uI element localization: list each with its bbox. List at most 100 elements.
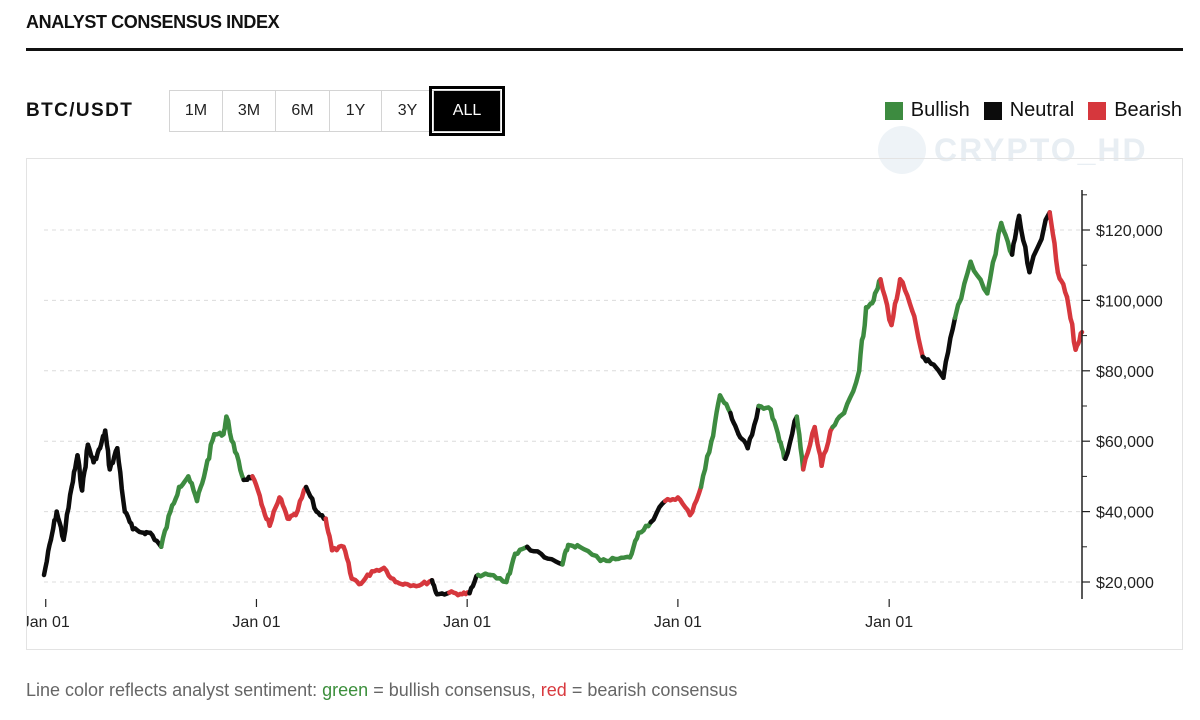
y-tick-label: $20,000 (1096, 575, 1154, 592)
price-segment-bearish (675, 495, 693, 518)
price-segment-bullish (830, 410, 847, 430)
price-segment-bearish (341, 544, 354, 581)
legend-label-bullish: Bullish (910, 99, 970, 121)
x-tick-label: Jan 01 (865, 614, 913, 631)
legend-item-neutral: Neutral (983, 99, 1075, 122)
y-tick-label: $60,000 (1096, 434, 1154, 451)
price-segment-bullish (224, 414, 238, 455)
footnote-green-word: green (322, 680, 369, 700)
telegram-icon (878, 126, 926, 174)
price-segment-bullish (709, 393, 723, 444)
price-segment-bearish (259, 502, 272, 528)
legend-item-bullish: Bullish (884, 99, 970, 122)
price-segment-bearish (812, 424, 824, 469)
price-segment-bullish (158, 509, 173, 550)
chart-footnote: Line color reflects analyst sentiment: g… (26, 680, 737, 701)
price-segment-bullish (194, 467, 208, 504)
price-segment-bullish (560, 542, 571, 567)
price-segment-bullish (698, 438, 714, 490)
header-divider (26, 48, 1183, 51)
price-segment-neutral (122, 509, 136, 532)
range-button-3m[interactable]: 3M (223, 91, 276, 131)
price-segment-bearish (878, 277, 894, 328)
y-tick-label: $100,000 (1096, 293, 1163, 310)
price-segment-neutral (467, 572, 481, 596)
x-tick-label: Jan 01 (654, 614, 702, 631)
price-segment-neutral (115, 445, 128, 514)
legend-label-bearish: Bearish (1114, 99, 1182, 121)
footnote-prefix: Line color reflects analyst sentiment: (26, 680, 323, 700)
range-button-1y[interactable]: 1Y (330, 91, 382, 131)
price-segment-bullish (985, 220, 1004, 296)
price-segment-bearish (358, 569, 375, 587)
price-segment-bearish (889, 277, 903, 328)
price-segment-bullish (613, 554, 633, 562)
y-tick-label: $80,000 (1096, 364, 1154, 381)
legend-label-neutral: Neutral (1009, 99, 1075, 121)
price-segment-bullish (856, 305, 869, 374)
price-segment-bearish (1064, 294, 1078, 352)
x-axis: Jan 01 Jan 01 Jan 01 Jan 01 Jan 01 (27, 599, 913, 631)
price-segment-bearish (910, 308, 925, 359)
price-segment-bearish (250, 474, 264, 507)
watermark-text: CRYPTO_HD (934, 131, 1148, 168)
price-segment-bullish (756, 403, 774, 412)
price-segment-neutral (648, 498, 668, 525)
range-button-3y[interactable]: 3Y (382, 91, 434, 131)
price-segment-neutral (91, 445, 103, 465)
y-axis: $20,000 $40,000 $60,000 $80,000 $100,000 $120… (1081, 190, 1163, 599)
price-segment-bearish (819, 424, 835, 469)
footnote-middle: = bullish consensus, (368, 680, 541, 700)
price-segment-bullish (952, 259, 973, 321)
price-segment-bullish (841, 368, 862, 416)
price-segment-bearish (402, 581, 422, 589)
price-segment-bearish (293, 484, 309, 518)
price-segment-bullish (168, 484, 182, 514)
price-segment-bearish (1047, 210, 1061, 275)
price-segment-bullish (768, 407, 782, 444)
range-button-all[interactable]: ALL (429, 86, 505, 136)
price-segment-neutral (48, 509, 59, 543)
price-segment-bullish (232, 449, 246, 483)
range-button-6m[interactable]: 6M (276, 91, 330, 131)
price-segment-bearish (267, 495, 282, 528)
price-segment-neutral (783, 414, 800, 462)
range-button-1m[interactable]: 1M (170, 91, 223, 131)
price-segment-bullish (186, 474, 200, 504)
time-range-selector: 1M 3M 6M 1Y 3Y ALL (169, 86, 505, 136)
price-segment-bearish (369, 565, 387, 574)
chart-frame: $20,000 $40,000 $60,000 $80,000 $100,000 $120… (26, 158, 1183, 650)
legend-swatch-bearish (1088, 101, 1107, 120)
price-segment-bullish (627, 530, 641, 560)
price-segment-bearish (1073, 329, 1085, 352)
x-tick-label: Jan 01 (443, 614, 491, 631)
price-segment-neutral (1016, 213, 1032, 275)
price-segment-bullish (794, 414, 806, 472)
price-segment-bearish (897, 277, 915, 314)
x-tick-label: Jan 01 (232, 614, 280, 631)
price-segment-neutral (941, 315, 958, 381)
legend-swatch-bullish (884, 101, 903, 120)
price-segment-bullish (203, 431, 217, 472)
price-segment-bullish (565, 542, 582, 550)
price-segment-bullish (577, 544, 603, 564)
price-segment-bearish (323, 516, 335, 553)
price-segment-bullish (488, 572, 509, 585)
price-segment-bullish (636, 519, 654, 535)
price-segment-neutral (542, 555, 565, 567)
price-line (41, 210, 1085, 598)
trading-pair-label: BTC/USDT (26, 100, 134, 121)
price-segment-neutral (745, 403, 761, 451)
chart-legend: Bullish Neutral Bearish (884, 99, 1182, 122)
price-segment-bullish (598, 555, 618, 564)
price-segment-neutral (41, 537, 54, 578)
price-segment-bearish (662, 495, 681, 504)
price-chart: $20,000 $40,000 $60,000 $80,000 $100,000 $120… (27, 190, 1163, 631)
price-segment-neutral (728, 410, 741, 437)
price-segment-neutral (61, 484, 74, 543)
price-segment-neutral (524, 544, 547, 560)
price-segment-neutral (929, 361, 946, 381)
price-segment-bullish (968, 259, 990, 296)
price-segment-bearish (1055, 269, 1070, 300)
legend-item-bearish: Bearish (1088, 99, 1182, 122)
